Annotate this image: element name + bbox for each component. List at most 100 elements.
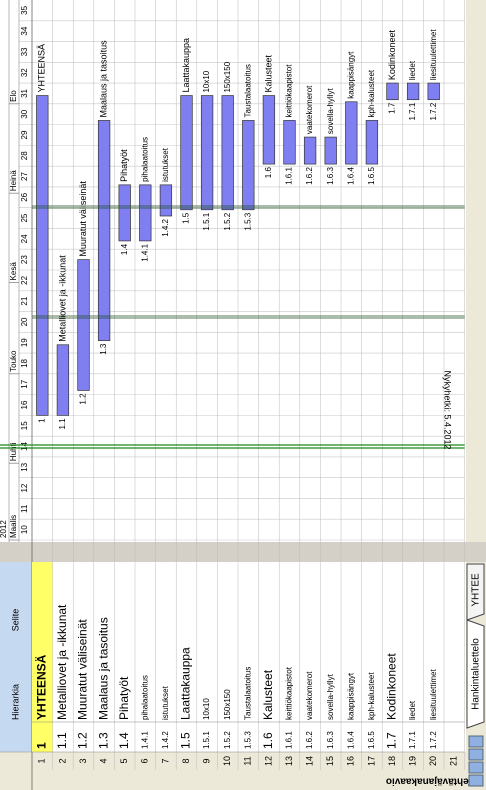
row-number: 12 <box>263 756 273 766</box>
gantt-bar <box>303 136 317 165</box>
description-cell: vaatekomerot <box>305 671 314 720</box>
gantt-bar <box>324 136 337 165</box>
week-label: 23 <box>20 255 29 264</box>
week-label: 11 <box>20 504 29 513</box>
hierarchy-cell: 1.6.4 <box>346 731 355 749</box>
gantt-bar <box>56 344 70 416</box>
row-number: 15 <box>325 756 335 766</box>
nav-prev[interactable] <box>468 761 484 774</box>
bar-name-label: Laattakauppa <box>181 38 191 93</box>
bar-name-label: Maalaus ja tasoitus <box>98 40 108 118</box>
bar-id-label: 1.2 <box>79 393 88 405</box>
row-number: 19 <box>407 756 417 766</box>
nav-last[interactable] <box>468 735 484 748</box>
gantt-bar <box>159 184 173 217</box>
hierarchy-cell: 1.7.2 <box>429 731 438 749</box>
row-number: 4 <box>98 758 108 763</box>
row-number-column <box>0 752 486 770</box>
bar-id-label: 1.6.4 <box>346 167 355 185</box>
hierarchy-cell: 1.5.2 <box>223 731 232 749</box>
week-label: 27 <box>20 172 29 181</box>
week-label: 22 <box>20 275 29 284</box>
hierarchy-cell: 1.6.2 <box>305 731 314 749</box>
description-cell: keittiökaapistot <box>285 666 294 720</box>
row-number: 7 <box>160 758 170 763</box>
gantt-bar <box>386 82 399 101</box>
scrollbar <box>466 0 486 542</box>
bar-name-label: YHTEENSÄ <box>37 44 47 93</box>
sheet-tab[interactable]: YHTEE <box>471 573 482 607</box>
nav-first[interactable] <box>468 774 484 787</box>
bar-id-label: 1.5.1 <box>202 212 211 230</box>
bar-id-label: 1.3 <box>99 343 108 355</box>
bar-name-label: Muuratut väliseinät <box>78 181 88 257</box>
row-number: 5 <box>119 758 129 763</box>
row-number: 10 <box>222 756 232 766</box>
row-number: 18 <box>387 756 397 766</box>
row-number: 9 <box>201 758 211 763</box>
bar-name-label: liesituulettimet <box>429 29 438 80</box>
bar-id-label: 1.4.2 <box>161 218 170 236</box>
gantt-bar <box>97 120 111 341</box>
hierarchy-cell: 1.6.3 <box>326 731 335 749</box>
row-number: 8 <box>181 758 191 763</box>
gantt-header <box>0 0 32 542</box>
bar-name-label: kaappisängyt <box>346 51 355 99</box>
week-label: 34 <box>20 26 29 35</box>
sheet-tab[interactable]: Hankintaluettelo <box>471 638 482 710</box>
week-label: 29 <box>20 130 29 139</box>
bar-name-label: Kodinkoneet <box>387 30 397 81</box>
hierarchy-cell: 1.5 <box>179 732 193 749</box>
bar-name-label: liedet <box>408 60 417 80</box>
row-number: 16 <box>346 756 356 766</box>
week-label: 16 <box>20 400 29 409</box>
gantt-bar <box>180 95 193 211</box>
description-cell: 10x10 <box>202 698 211 720</box>
hierarchy-cell: 1.2 <box>76 732 90 749</box>
week-label: 12 <box>20 483 29 492</box>
description-cell: pihalaatoitus <box>140 675 149 720</box>
description-cell: Kodinkoneet <box>385 653 399 720</box>
row-number: 13 <box>284 756 294 766</box>
year-label: 2012 <box>0 520 8 538</box>
description-cell: istutukset <box>161 685 170 720</box>
bar-name-label: pihalaatoitus <box>140 137 149 182</box>
month-label: Maalis <box>9 515 18 538</box>
row-number: 3 <box>78 758 88 763</box>
bar-id-label: 1.6.3 <box>326 167 335 185</box>
row-number: 17 <box>366 756 376 766</box>
gantt-bar <box>427 82 440 101</box>
tab-shape[interactable] <box>466 619 485 729</box>
description-cell: Muuratut väliseinät <box>76 619 90 720</box>
column-header <box>0 562 32 752</box>
hierarchy-cell: 1.4 <box>117 732 131 749</box>
window-title: Tehtäväjanakaavio <box>386 775 474 786</box>
description-cell: 150x150 <box>223 689 232 720</box>
gantt-bar <box>77 259 90 391</box>
row-number: 11 <box>243 756 253 765</box>
row-number: 21 <box>449 756 459 766</box>
bar-name-label: 10x10 <box>202 70 211 92</box>
bar-id-label: 1.7.2 <box>429 102 438 120</box>
hierarchy-cell: 1.5.3 <box>243 731 252 749</box>
bar-id-label: 1.4 <box>120 243 129 255</box>
description-cell: Kalusteet <box>261 669 275 720</box>
hierarchy-cell: 1.6.5 <box>367 731 376 749</box>
week-label: 26 <box>20 192 29 201</box>
bar-id-label: 1 <box>37 418 46 423</box>
description-cell: liedet <box>408 700 417 720</box>
gantt-bar <box>283 120 296 165</box>
bar-name-label: kph-kalusteet <box>367 69 376 117</box>
month-label: Kesä <box>9 262 18 281</box>
bar-name-label: keittiökaapistot <box>285 64 294 118</box>
nav-buttons <box>468 735 484 787</box>
tab-shape[interactable] <box>466 563 485 621</box>
bar-name-label: istutukset <box>161 147 170 182</box>
description-cell: liesituulettimet <box>429 669 438 720</box>
bar-name-label: Taustalaatoitus <box>243 64 252 117</box>
row-number: 20 <box>428 756 438 766</box>
bar-id-label: 1.5.3 <box>243 212 252 230</box>
nav-next[interactable] <box>468 748 484 761</box>
gantt-bar <box>365 120 379 165</box>
